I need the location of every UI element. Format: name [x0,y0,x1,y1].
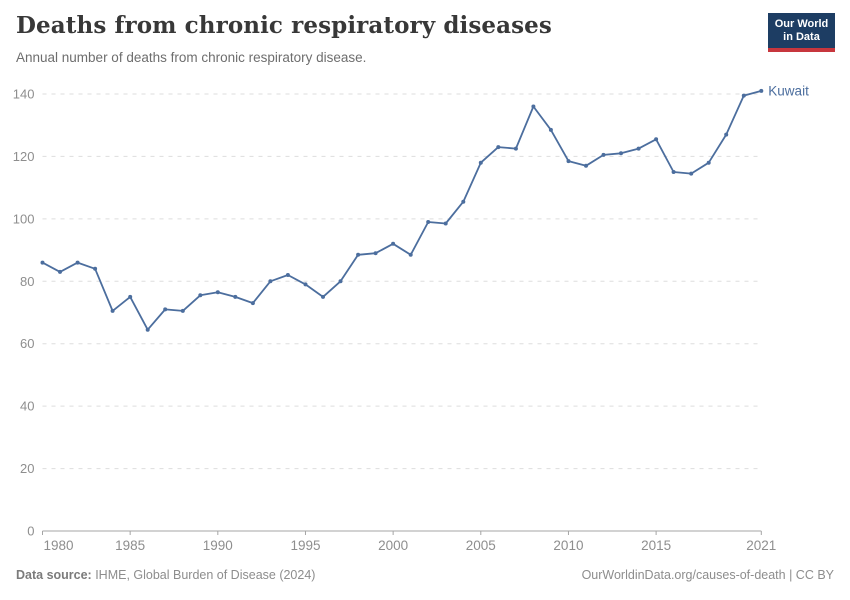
data-point[interactable] [180,308,185,313]
owid-logo-line1: Our World [774,17,829,30]
x-tick-label: 2010 [553,538,583,553]
x-axis: 1980 1985 1990 1995 2000 2005 2010 2015 2021 [42,531,776,553]
data-point[interactable] [198,293,203,298]
data-point[interactable] [461,199,466,204]
owid-logo[interactable]: Our World in Data [768,13,835,52]
y-tick-label: 40 [20,399,34,414]
chart-subtitle: Annual number of deaths from chronic res… [16,50,367,65]
entity-label[interactable]: Kuwait [768,83,809,98]
data-point[interactable] [531,104,536,109]
data-point[interactable] [548,127,553,132]
owid-logo-line2: in Data [783,30,820,43]
x-tick-label: 1995 [290,538,320,553]
data-point[interactable] [654,137,659,142]
series-kuwait: Kuwait [40,83,809,332]
chart-footer: Data source: IHME, Global Burden of Dise… [16,568,834,582]
data-point[interactable] [426,220,431,224]
x-tick-label: 2005 [466,538,496,553]
data-point[interactable] [93,266,98,271]
data-point[interactable] [724,132,729,137]
data-point[interactable] [759,88,764,93]
data-point[interactable] [75,260,80,265]
x-tick-label: 2021 [746,538,776,553]
data-point[interactable] [356,252,361,257]
data-point[interactable] [689,171,694,176]
data-point[interactable] [408,252,413,257]
data-point[interactable] [584,163,588,168]
y-axis: 0 20 40 60 80 100 120 140 [13,87,762,539]
y-tick-label: 20 [20,461,34,476]
data-point[interactable] [566,159,571,164]
data-point[interactable] [671,170,676,174]
data-point[interactable] [496,145,501,150]
data-source-text: IHME, Global Burden of Disease (2024) [91,568,316,582]
data-point[interactable] [391,241,396,246]
data-point[interactable] [443,221,448,226]
data-point[interactable] [40,260,45,265]
y-tick-label: 140 [13,87,35,102]
data-point[interactable] [268,279,273,284]
y-tick-label: 120 [13,149,35,164]
y-tick-label: 60 [20,336,34,351]
data-point[interactable] [619,151,623,156]
data-point[interactable] [128,294,133,299]
data-point[interactable] [373,251,378,256]
data-source-note: Data source: IHME, Global Burden of Dise… [16,568,315,582]
data-point[interactable] [706,160,711,165]
data-point[interactable] [513,146,518,151]
data-point[interactable] [285,273,290,277]
data-point[interactable] [163,307,168,312]
data-point[interactable] [478,160,483,165]
data-source-label: Data source: [16,568,92,582]
x-tick-label: 1985 [115,538,145,553]
y-tick-label: 0 [27,524,34,539]
page-title: Deaths from chronic respiratory diseases [16,12,552,39]
data-point[interactable] [303,282,308,287]
y-tick-label: 80 [20,274,34,289]
data-point[interactable] [58,269,62,274]
data-point[interactable] [145,327,150,332]
credit-link[interactable]: OurWorldinData.org/causes-of-death | CC … [581,568,834,582]
data-point[interactable] [338,279,343,284]
x-tick-label: 2015 [641,538,671,553]
data-point[interactable] [321,294,325,299]
x-tick-label: 1990 [203,538,233,553]
x-tick-label: 2000 [378,538,408,553]
x-tick-label: 1980 [44,538,74,553]
data-point[interactable] [215,290,220,295]
data-point[interactable] [636,146,641,151]
data-point[interactable] [250,301,255,306]
data-point[interactable] [741,93,746,98]
data-point[interactable] [601,152,606,157]
y-tick-label: 100 [13,211,35,226]
data-point[interactable] [233,294,238,299]
series-line[interactable] [42,90,762,331]
data-point[interactable] [110,308,115,313]
